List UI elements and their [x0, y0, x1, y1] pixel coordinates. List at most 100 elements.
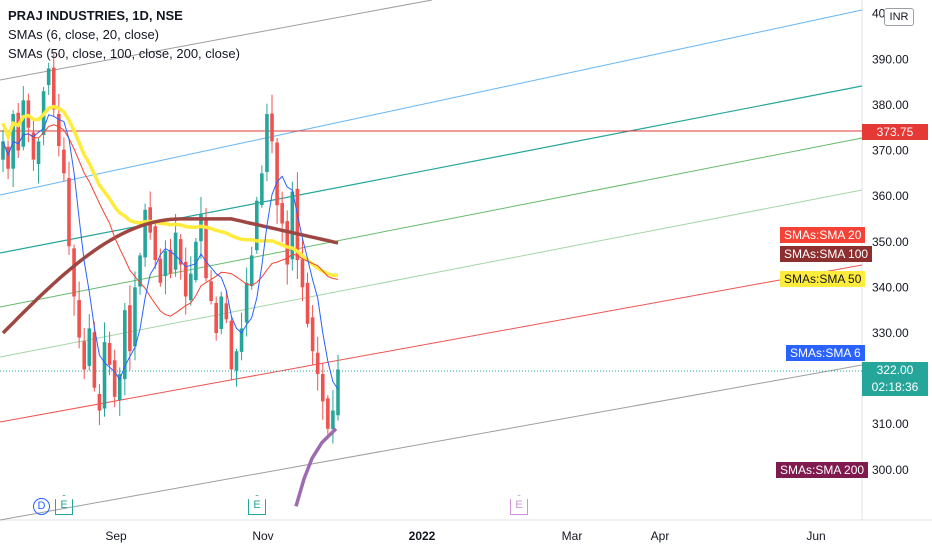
candle-body[interactable] — [270, 113, 274, 142]
candle-body[interactable] — [219, 296, 224, 330]
candle-body[interactable] — [62, 149, 66, 174]
price-tick-label: 390.00 — [872, 52, 909, 66]
symbol-title[interactable]: PRAJ INDUSTRIES, 1D, NSE — [8, 8, 183, 23]
sma50-tag: SMAs:SMA 50 — [780, 271, 866, 287]
candle-body[interactable] — [295, 188, 300, 260]
candle-body[interactable] — [143, 209, 147, 258]
earnings-marker-1[interactable]: E — [55, 495, 73, 515]
candle-body[interactable] — [163, 250, 168, 277]
sma6-line[interactable] — [2, 114, 339, 390]
candle-body[interactable] — [173, 232, 178, 270]
candle-body[interactable] — [331, 410, 335, 430]
sma100-line[interactable] — [1, 217, 339, 335]
last-price-value: 322.00 — [876, 363, 914, 377]
candle-body[interactable] — [87, 328, 92, 366]
candle-body[interactable] — [239, 328, 244, 352]
candle-body[interactable] — [82, 341, 87, 370]
candle-body[interactable] — [249, 255, 254, 286]
channel-line-green[interactable] — [0, 137, 863, 308]
indicator-legend-2[interactable]: SMAs (50, close, 100, close, 200, close) — [8, 46, 240, 61]
channel-line-gray-top[interactable] — [0, 0, 433, 81]
candle-body[interactable] — [320, 374, 325, 402]
price-tick-label: 300.00 — [872, 463, 909, 477]
candle-body[interactable] — [112, 360, 117, 397]
candle-body[interactable] — [92, 332, 97, 388]
dividend-marker[interactable]: D — [33, 498, 50, 515]
price-tick-label: 330.00 — [872, 326, 909, 340]
candle-body[interactable] — [107, 342, 112, 365]
candle-body[interactable] — [204, 219, 208, 279]
candle-body[interactable] — [265, 114, 269, 172]
candle-body[interactable] — [209, 281, 213, 302]
candle-body[interactable] — [224, 303, 229, 320]
candle-body[interactable] — [128, 305, 132, 352]
chart-legend: PRAJ INDUSTRIES, 1D, NSE SMAs (6, close,… — [8, 6, 240, 63]
channel-line-lightgreen[interactable] — [0, 189, 863, 358]
candle-body[interactable] — [178, 239, 183, 265]
candle-body[interactable] — [285, 221, 290, 265]
candle-body[interactable] — [300, 259, 305, 288]
sma50-line[interactable] — [1, 104, 338, 278]
candle-body[interactable] — [326, 398, 330, 429]
candle-body[interactable] — [214, 303, 218, 333]
candle-body[interactable] — [280, 203, 284, 224]
time-tick-label: Mar — [562, 529, 583, 543]
indicator-legend-1[interactable]: SMAs (6, close, 20, close) — [8, 27, 159, 42]
price-tick-label: 360.00 — [872, 189, 909, 203]
candle-body[interactable] — [336, 369, 340, 416]
candle-body[interactable] — [31, 132, 36, 160]
candle-body[interactable] — [97, 393, 102, 411]
price-axis[interactable]: 300.00310.00320.00330.00340.00350.00360.… — [872, 7, 909, 477]
time-axis[interactable]: Sep Nov 2022 Mar Apr Jun — [105, 529, 825, 543]
candle-body[interactable] — [21, 100, 26, 147]
candle-body[interactable] — [168, 249, 173, 274]
candle-body[interactable] — [260, 173, 264, 205]
price-tick-label: 340.00 — [872, 280, 909, 294]
candle-body[interactable] — [194, 241, 198, 281]
candle-body[interactable] — [46, 68, 51, 85]
candle-body[interactable] — [244, 282, 249, 323]
candle-body[interactable] — [189, 273, 193, 301]
candle-body[interactable] — [51, 67, 56, 110]
hline-price-label: 373.75 — [862, 124, 928, 140]
candle-body[interactable] — [183, 261, 188, 297]
candle-body[interactable] — [123, 310, 127, 380]
earnings-marker-future[interactable]: E — [510, 495, 528, 515]
candle-body[interactable] — [57, 113, 61, 146]
candle-body[interactable] — [234, 351, 239, 371]
candle-body[interactable] — [290, 191, 295, 260]
currency-badge[interactable]: INR — [884, 8, 914, 26]
price-tick-label: 370.00 — [872, 144, 909, 158]
candle-body[interactable] — [16, 112, 21, 151]
candle-body[interactable] — [102, 342, 107, 409]
candle-body[interactable] — [67, 178, 71, 247]
candle-body[interactable] — [6, 146, 10, 169]
candle-body[interactable] — [117, 374, 122, 401]
candle-body[interactable] — [133, 287, 137, 347]
candle-body[interactable] — [158, 258, 163, 283]
sma6-tag: SMAs:SMA 6 — [786, 345, 865, 361]
channel-line-gray-bottom[interactable] — [0, 364, 863, 521]
candle-body[interactable] — [77, 300, 81, 338]
candle-body[interactable] — [138, 255, 142, 287]
candle-body[interactable] — [315, 352, 320, 375]
bar-countdown: 02:18:36 — [871, 380, 919, 394]
sma20-line[interactable] — [2, 124, 339, 317]
candle-body[interactable] — [72, 248, 76, 297]
time-tick-label: Jun — [806, 529, 825, 543]
candle-body[interactable] — [229, 320, 234, 370]
candle-body[interactable] — [153, 226, 158, 260]
channel-line-blue[interactable] — [0, 9, 863, 196]
candle-body[interactable] — [305, 282, 310, 324]
price-tick-label: 40 — [872, 7, 886, 21]
earnings-marker-2[interactable]: E — [248, 495, 266, 515]
channel-line-teal[interactable] — [0, 85, 863, 254]
candle-body[interactable] — [36, 141, 41, 165]
channel-line-red[interactable] — [0, 264, 863, 423]
candle-body[interactable] — [310, 317, 315, 352]
candle-body[interactable] — [1, 141, 5, 160]
sma200-line[interactable] — [294, 427, 338, 507]
candle-body[interactable] — [275, 142, 279, 206]
